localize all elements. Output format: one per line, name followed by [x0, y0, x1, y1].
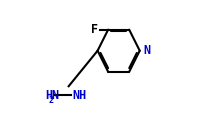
Text: N: N [144, 44, 151, 57]
Text: 2: 2 [49, 96, 54, 105]
Text: NH: NH [72, 89, 86, 102]
Text: N: N [51, 89, 58, 102]
Text: H: H [45, 89, 52, 102]
Text: F: F [91, 23, 99, 36]
